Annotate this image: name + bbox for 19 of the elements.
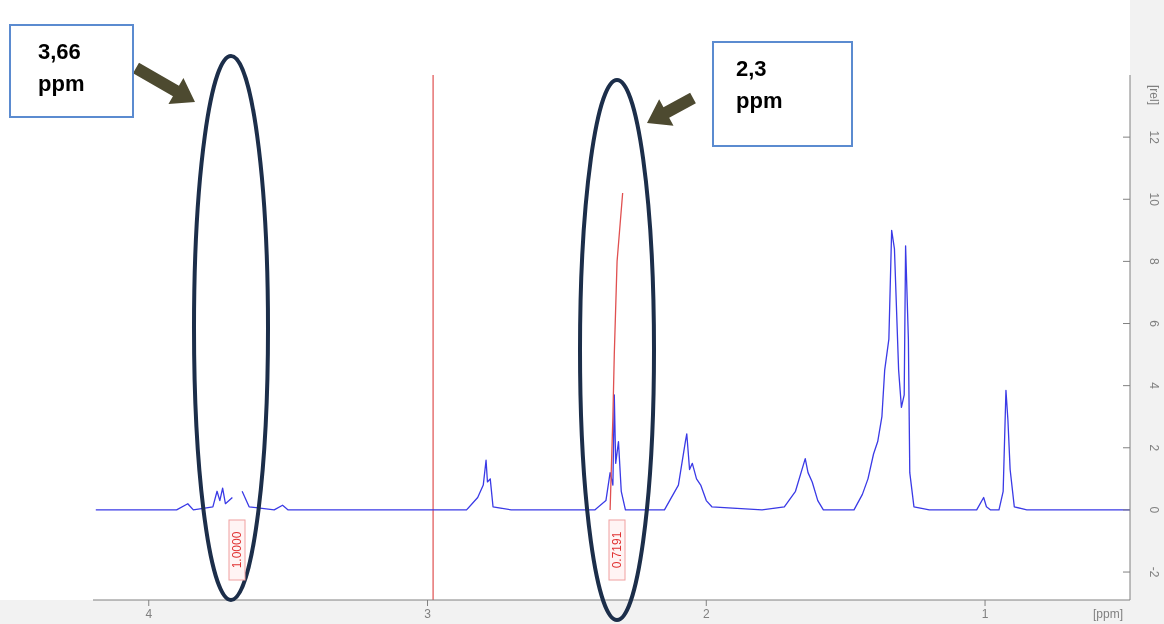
text: 3,66 ppm (38, 39, 85, 96)
x-tick-label: 4 (145, 607, 153, 621)
y-tick-label: -2 (1147, 566, 1161, 578)
y-tick-label: 4 (1147, 382, 1161, 390)
y-tick-label: 10 (1147, 192, 1161, 207)
y-tick-label: 6 (1147, 320, 1161, 328)
annotation: 0.7191 (610, 531, 624, 569)
x-tick-label: 1 (981, 607, 989, 621)
y-axis-title: [rel] (1147, 84, 1161, 106)
x-tick-label: 2 (702, 607, 710, 621)
y-tick-label: 2 (1147, 444, 1161, 452)
y-tick-label: 12 (1147, 130, 1161, 145)
line-series (609, 192, 624, 511)
x-tick-label: 3 (424, 607, 432, 621)
y-tick-label: 8 (1147, 258, 1161, 266)
y-tick-label: 0 (1147, 506, 1161, 514)
annotation: 2,3 ppm (736, 56, 783, 113)
annotation: 1.0000 (230, 531, 244, 569)
x-axis-title: [ppm] (1092, 607, 1124, 621)
